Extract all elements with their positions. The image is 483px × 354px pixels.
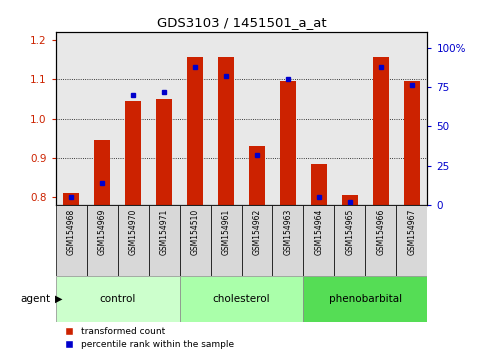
Bar — [404, 81, 420, 205]
Text: GSM154963: GSM154963 — [284, 209, 293, 255]
Text: GSM154966: GSM154966 — [376, 209, 385, 255]
Text: GSM154965: GSM154965 — [345, 209, 355, 255]
Text: GSM154961: GSM154961 — [222, 209, 230, 255]
Bar — [366, 205, 397, 276]
Text: control: control — [99, 294, 136, 304]
Bar — [180, 276, 303, 322]
Text: GSM154962: GSM154962 — [253, 209, 261, 255]
Bar — [117, 205, 149, 276]
Bar — [272, 205, 303, 276]
Bar — [56, 205, 86, 276]
Bar — [373, 57, 389, 205]
Text: cholesterol: cholesterol — [213, 294, 270, 304]
Bar — [211, 205, 242, 276]
Bar — [218, 57, 234, 205]
Bar — [303, 276, 427, 322]
Text: agent: agent — [21, 294, 51, 304]
Bar — [311, 164, 327, 205]
Text: GSM154971: GSM154971 — [159, 209, 169, 255]
Bar — [149, 205, 180, 276]
Bar — [334, 205, 366, 276]
Bar — [242, 205, 272, 276]
Bar — [63, 194, 79, 205]
Bar — [342, 195, 358, 205]
Bar — [86, 205, 117, 276]
Bar — [303, 205, 334, 276]
Bar — [156, 99, 172, 205]
Text: GSM154967: GSM154967 — [408, 209, 416, 255]
Bar — [56, 276, 180, 322]
Text: GDS3103 / 1451501_a_at: GDS3103 / 1451501_a_at — [156, 16, 327, 29]
Text: GSM154964: GSM154964 — [314, 209, 324, 255]
Text: GSM154970: GSM154970 — [128, 209, 138, 255]
Text: GSM154968: GSM154968 — [67, 209, 75, 255]
Legend: transformed count, percentile rank within the sample: transformed count, percentile rank withi… — [60, 327, 234, 349]
Text: ▶: ▶ — [55, 294, 62, 304]
Bar — [125, 101, 141, 205]
Bar — [249, 146, 265, 205]
Text: phenobarbital: phenobarbital — [329, 294, 402, 304]
Text: GSM154510: GSM154510 — [190, 209, 199, 255]
Bar — [187, 57, 203, 205]
Bar — [280, 81, 296, 205]
Text: GSM154969: GSM154969 — [98, 209, 107, 255]
Bar — [397, 205, 427, 276]
Bar — [94, 140, 110, 205]
Bar — [180, 205, 211, 276]
